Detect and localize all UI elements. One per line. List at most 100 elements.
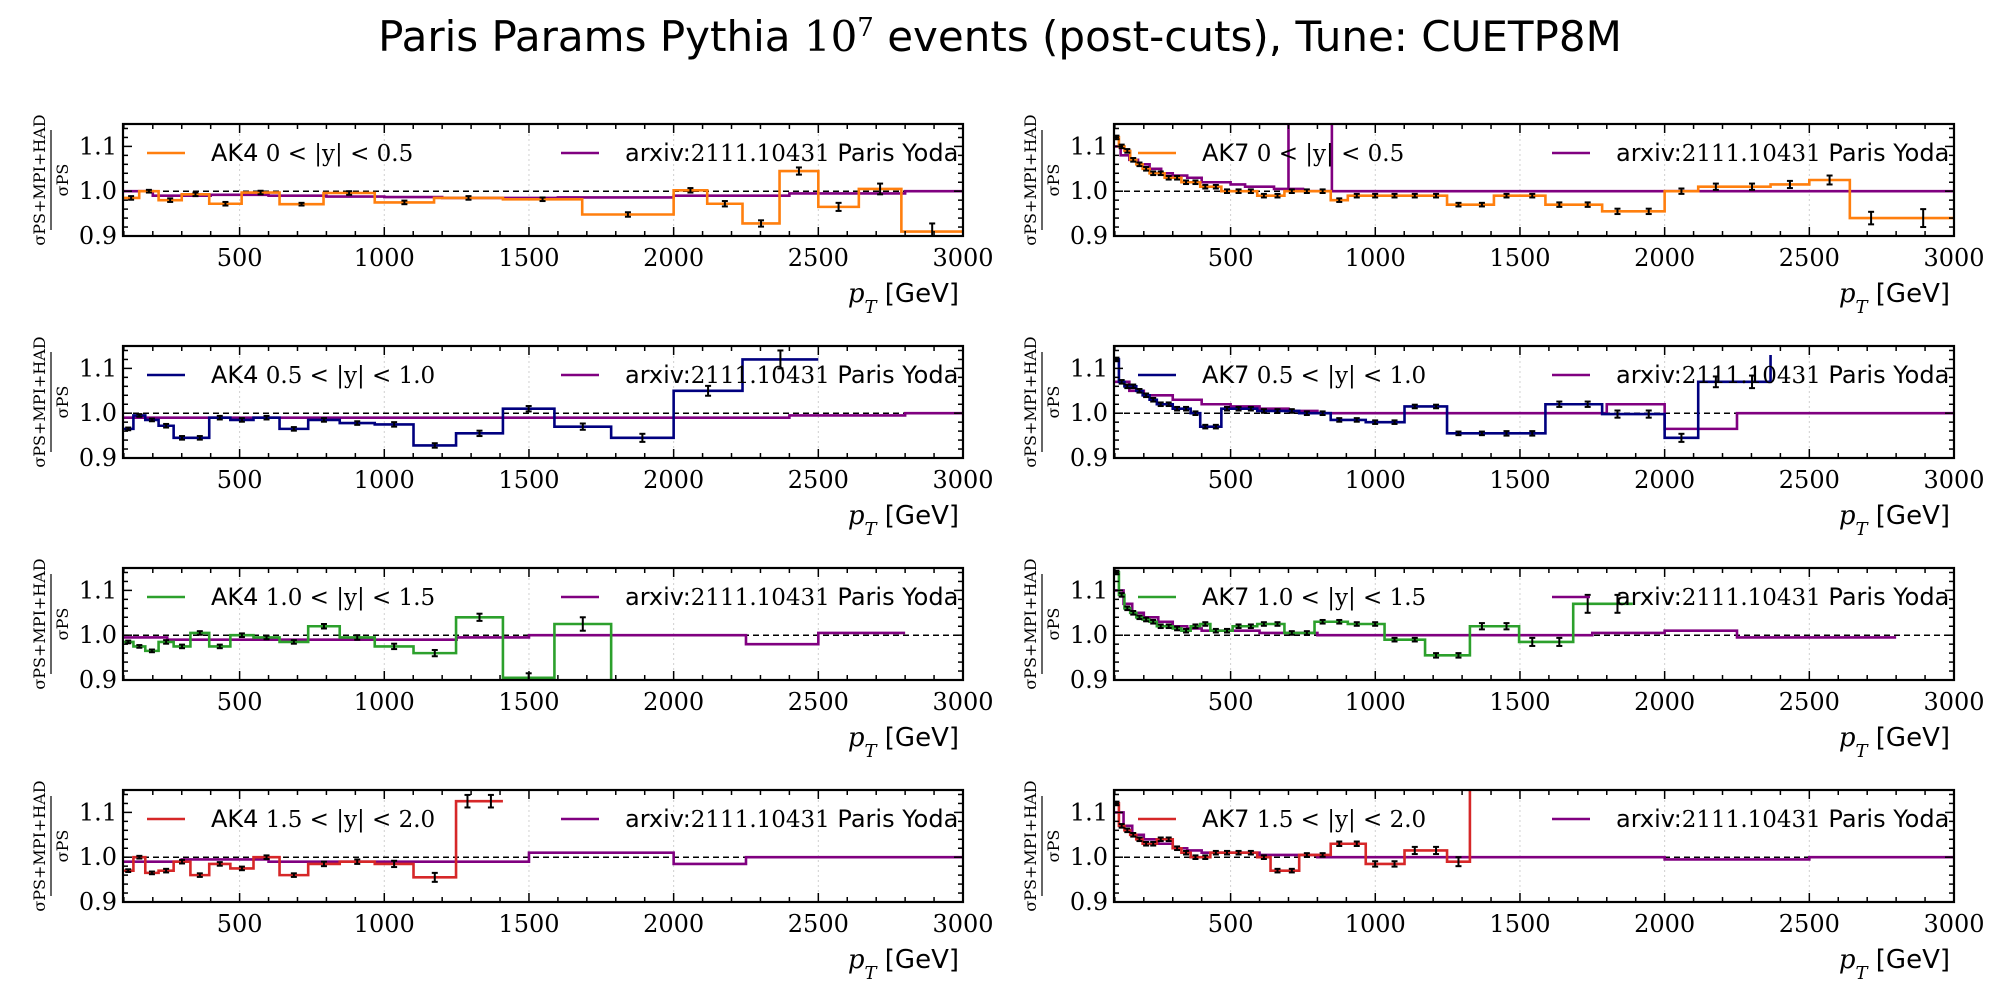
error-bar (346, 190, 353, 196)
legend-reference-suffix: Paris Yoda (830, 139, 959, 167)
x-label-subscript: T (1856, 297, 1870, 318)
error-bar (163, 867, 170, 874)
error-bar (1192, 410, 1199, 416)
error-bar (1212, 423, 1219, 430)
x-label-unit: [GeV] (1868, 723, 1950, 753)
legend-main: AK7 1.5 < |y| < 2.0 (1202, 805, 1426, 833)
error-bar (1319, 188, 1326, 194)
y-label-denominator: σPS (1044, 830, 1063, 863)
panel-6: 500 1000 1500 2000 2500 30000.91.01.1σPS+MPI+… (30, 780, 994, 983)
error-bar (1288, 630, 1295, 636)
error-bar (391, 859, 398, 869)
axes-frame (121, 788, 965, 904)
error-bar (1124, 605, 1131, 612)
x-tick-label: 1000 (354, 244, 415, 272)
error-bar (1260, 192, 1267, 199)
error-bar (1118, 379, 1125, 385)
x-tick-label: 500 (217, 688, 263, 716)
error-bar (1786, 179, 1793, 190)
y-axis-label: σPS+MPI+HAD σPS (30, 558, 72, 689)
y-label-numerator: σPS+MPI+HAD (30, 336, 49, 467)
error-bar (1288, 867, 1295, 874)
x-tick-label: 1000 (354, 688, 415, 716)
series-reference-line (1114, 589, 1897, 639)
error-bar (1157, 623, 1164, 630)
error-bar (929, 222, 936, 236)
x-tick-label: 2000 (1634, 910, 1695, 938)
x-tick-label: 3000 (932, 244, 993, 272)
y-label-denominator: σPS (53, 386, 72, 419)
error-bar (687, 187, 694, 194)
error-bar (1372, 621, 1379, 627)
legend-main-range: 0 < |y| < 0.5 (258, 141, 413, 167)
panel-2: 500 1000 1500 2000 2500 30000.91.01.1σPS+MPI+… (30, 336, 994, 539)
y-tick-label: 0.9 (79, 222, 117, 250)
x-tick-label: 1500 (498, 466, 559, 494)
legend-reference: arxiv:2111.10431 Paris Yoda (1616, 583, 1949, 611)
error-bar (1165, 623, 1172, 630)
error-bar (1645, 409, 1652, 419)
error-bar (216, 414, 223, 421)
error-bar (1212, 627, 1219, 634)
error-bar (1455, 201, 1462, 208)
error-bar (1433, 652, 1440, 659)
x-label-unit: [GeV] (877, 945, 959, 975)
error-bar (1556, 636, 1563, 647)
y-tick-label: 1.0 (79, 177, 117, 205)
y-tick-label: 0.9 (1070, 666, 1108, 694)
x-tick-label: 1000 (354, 466, 415, 494)
error-bar (1614, 207, 1621, 216)
y-label-denominator: σPS (1044, 608, 1063, 641)
error-bar (877, 182, 884, 196)
error-bar (1223, 188, 1230, 194)
plot-area (123, 349, 963, 449)
x-tick-label: 2000 (643, 910, 704, 938)
error-bar (1192, 854, 1199, 860)
error-bar (1130, 610, 1137, 616)
error-bar (354, 420, 361, 426)
error-bar (1391, 860, 1398, 868)
plot-area (1114, 124, 1954, 229)
x-tick-label: 500 (1208, 466, 1254, 494)
error-bar (1826, 174, 1833, 186)
error-bar (192, 191, 199, 198)
error-bar (1247, 405, 1254, 412)
y-label-numerator: σPS+MPI+HAD (1021, 780, 1040, 911)
error-bar (1319, 618, 1326, 625)
error-bar (125, 868, 132, 873)
x-tick-label: 2500 (788, 910, 849, 938)
legend-main-label: AK4 (211, 583, 258, 611)
title-base: 10 (803, 12, 858, 61)
x-label-symbol: p (848, 501, 865, 531)
error-bar (401, 199, 408, 206)
x-tick-label: 2000 (1634, 466, 1695, 494)
error-bar (1303, 410, 1310, 416)
series-main-line (1114, 354, 1772, 440)
axes-frame (121, 122, 965, 238)
title-prefix: Paris Params Pythia (378, 12, 804, 61)
legend-main-label: AK7 (1202, 139, 1249, 167)
legend-reference-number: 2111.10431 (1682, 363, 1821, 389)
error-bar (1455, 856, 1462, 868)
error-bar (1143, 840, 1150, 847)
error-bar (1455, 652, 1462, 659)
x-axis-label: pT [GeV] (848, 945, 959, 984)
error-bar (1165, 836, 1172, 843)
error-bar (125, 639, 132, 645)
error-bar (1260, 408, 1267, 414)
plot-area (1114, 790, 1954, 874)
error-bar (290, 639, 297, 645)
y-tick-label: 1.0 (79, 843, 117, 871)
legend-main-label: AK4 (211, 139, 258, 167)
x-label-symbol: p (1839, 945, 1856, 975)
series-reference-line (123, 189, 963, 200)
error-bar (1223, 405, 1230, 412)
error-bar (1212, 849, 1219, 856)
error-bar (1303, 630, 1310, 636)
error-bar (290, 872, 297, 878)
error-bar (1174, 174, 1181, 181)
y-axis-label: σPS+MPI+HAD σPS (30, 780, 72, 911)
legend-reference-prefix: arxiv: (1616, 139, 1682, 167)
error-bar (1868, 210, 1875, 226)
